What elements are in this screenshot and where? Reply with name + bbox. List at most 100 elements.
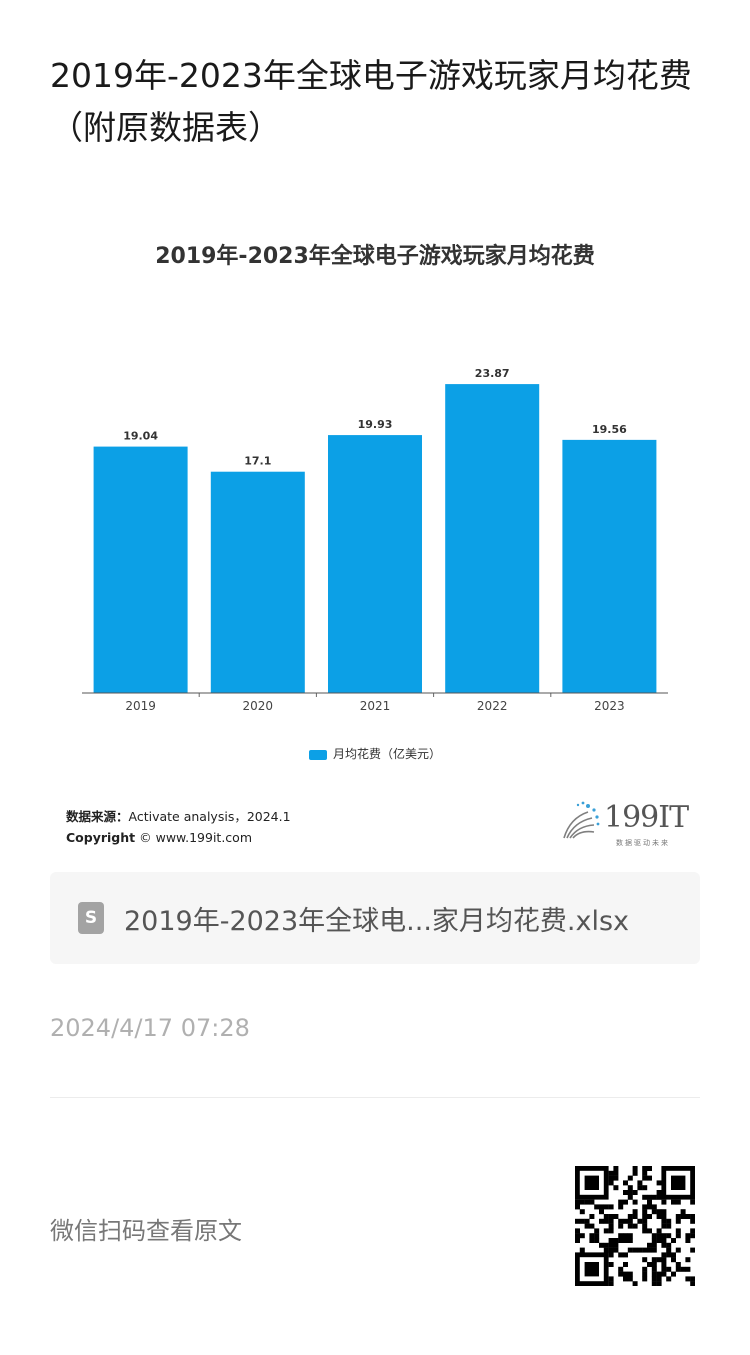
qr-module bbox=[685, 1233, 691, 1239]
attachment-file-card[interactable]: S 2019年-2023年全球电...家月均花费.xlsx bbox=[50, 872, 700, 964]
qr-module bbox=[647, 1199, 652, 1205]
qr-module bbox=[671, 1199, 676, 1205]
qr-module bbox=[642, 1175, 648, 1181]
qr-module bbox=[608, 1247, 614, 1253]
publish-timestamp: 2024/4/17 07:28 bbox=[50, 1014, 250, 1042]
qr-module bbox=[690, 1199, 695, 1205]
qr-module bbox=[661, 1209, 667, 1215]
data-label-2023: 19.56 bbox=[592, 423, 627, 436]
legend-label: 月均花费（亿美元） bbox=[332, 747, 441, 761]
qr-module bbox=[599, 1242, 604, 1248]
qr-module bbox=[623, 1238, 628, 1243]
qr-module bbox=[594, 1204, 600, 1210]
qr-module bbox=[661, 1214, 667, 1219]
qr-module bbox=[618, 1266, 624, 1272]
qr-module bbox=[666, 1266, 672, 1272]
qr-module bbox=[642, 1170, 648, 1176]
qr-module bbox=[651, 1238, 657, 1243]
qr-module bbox=[579, 1218, 585, 1224]
qr-module bbox=[603, 1242, 609, 1248]
qr-module bbox=[690, 1214, 695, 1219]
x-tick-label-2020: 2020 bbox=[243, 699, 274, 713]
qr-module bbox=[656, 1228, 662, 1234]
qr-module bbox=[642, 1218, 648, 1224]
qr-module bbox=[671, 1238, 676, 1243]
qr-module bbox=[579, 1199, 585, 1205]
qr-module bbox=[642, 1257, 648, 1263]
qr-module bbox=[690, 1233, 695, 1239]
qr-module bbox=[613, 1247, 619, 1253]
qr-module bbox=[627, 1194, 633, 1200]
qr-module bbox=[661, 1262, 667, 1267]
qr-module bbox=[651, 1194, 657, 1200]
qr-module bbox=[594, 1233, 600, 1239]
qr-module bbox=[666, 1247, 672, 1253]
qr-module bbox=[642, 1276, 648, 1282]
qr-module bbox=[575, 1199, 580, 1205]
qr-module bbox=[627, 1276, 633, 1282]
qr-module bbox=[671, 1175, 686, 1190]
qr-module bbox=[632, 1247, 638, 1253]
qr-module bbox=[647, 1175, 652, 1181]
qr-module bbox=[666, 1276, 672, 1282]
qr-module bbox=[623, 1199, 628, 1205]
qr-module bbox=[627, 1218, 633, 1224]
qr-module bbox=[675, 1266, 681, 1272]
qr-module bbox=[623, 1180, 628, 1186]
qr-module bbox=[656, 1209, 662, 1215]
qr-module bbox=[618, 1204, 624, 1210]
qr-module bbox=[661, 1266, 667, 1272]
qr-module bbox=[632, 1166, 638, 1171]
qr-module bbox=[642, 1214, 648, 1219]
qr-module bbox=[661, 1257, 667, 1263]
qr-module bbox=[642, 1204, 648, 1210]
x-tick-label-2022: 2022 bbox=[477, 699, 508, 713]
qr-module bbox=[627, 1175, 633, 1181]
qr-module bbox=[584, 1175, 599, 1190]
qr-module bbox=[675, 1233, 681, 1239]
qr-module bbox=[647, 1166, 652, 1171]
qr-module bbox=[632, 1223, 638, 1229]
qr-module bbox=[623, 1276, 628, 1282]
qr-module bbox=[618, 1218, 624, 1224]
qr-module bbox=[603, 1204, 609, 1210]
qr-module bbox=[594, 1228, 600, 1234]
source-label: 数据来源： bbox=[66, 809, 129, 824]
qr-module bbox=[656, 1281, 662, 1286]
qr-module bbox=[675, 1214, 681, 1219]
article-title: 2019年-2023年全球电子游戏玩家月均花费（附原数据表） bbox=[50, 56, 692, 147]
legend-swatch bbox=[308, 749, 327, 760]
qr-module bbox=[589, 1223, 595, 1229]
qr-module bbox=[666, 1252, 672, 1258]
qr-module bbox=[690, 1228, 695, 1234]
qr-module bbox=[651, 1271, 657, 1277]
qr-module bbox=[637, 1185, 643, 1191]
bar-2021 bbox=[328, 435, 422, 693]
qr-module bbox=[656, 1214, 662, 1219]
qr-module bbox=[647, 1262, 652, 1267]
attachment-file-name: 2019年-2023年全球电...家月均花费.xlsx bbox=[124, 905, 630, 937]
qr-module bbox=[651, 1257, 657, 1263]
data-label-2019: 19.04 bbox=[123, 430, 158, 443]
qr-module bbox=[623, 1218, 628, 1224]
qr-module bbox=[608, 1262, 614, 1267]
qr-module bbox=[613, 1238, 619, 1243]
qr-module bbox=[680, 1209, 686, 1215]
qr-module bbox=[608, 1170, 614, 1176]
qr-module bbox=[680, 1266, 686, 1272]
qr-module bbox=[603, 1214, 609, 1219]
qr-module bbox=[579, 1247, 585, 1253]
qr-module bbox=[671, 1252, 676, 1258]
qr-module bbox=[618, 1233, 624, 1239]
qr-module bbox=[618, 1238, 624, 1243]
bar-2023 bbox=[562, 439, 657, 693]
qr-module bbox=[608, 1238, 614, 1243]
qr-module bbox=[613, 1242, 619, 1248]
qr-module bbox=[575, 1238, 580, 1243]
qr-module bbox=[651, 1276, 657, 1282]
qr-module bbox=[661, 1233, 667, 1239]
qr-code-icon[interactable] bbox=[575, 1166, 695, 1286]
qr-module bbox=[613, 1166, 619, 1171]
qr-module bbox=[589, 1199, 595, 1205]
qr-module bbox=[651, 1247, 657, 1253]
